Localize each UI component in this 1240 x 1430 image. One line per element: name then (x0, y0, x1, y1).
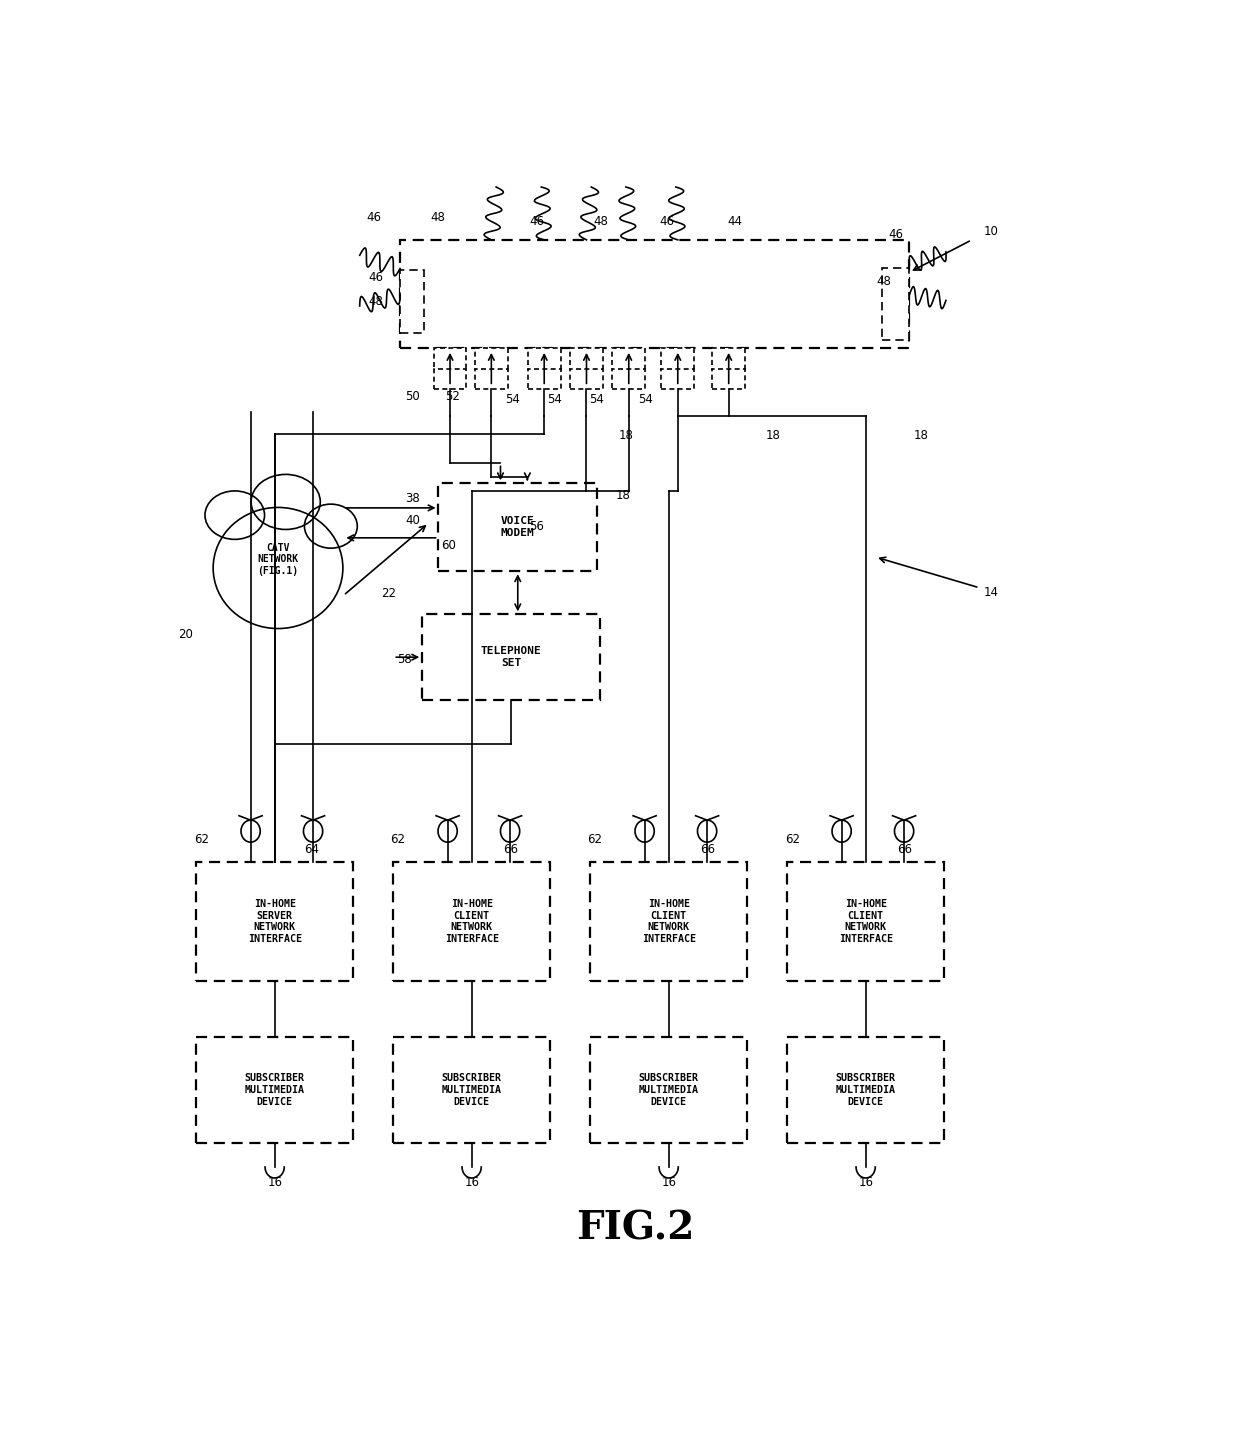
Text: 22: 22 (381, 586, 396, 599)
Text: 56: 56 (529, 519, 544, 532)
Bar (196, 1037, 353, 1143)
Text: SUBSCRIBER
MULTIMEDIA
DEVICE: SUBSCRIBER MULTIMEDIA DEVICE (639, 1074, 698, 1107)
Ellipse shape (250, 475, 320, 529)
Text: TELEPHONE
SET: TELEPHONE SET (481, 646, 542, 668)
Text: 18: 18 (765, 429, 780, 442)
Bar (434, 347, 466, 370)
Bar (196, 862, 353, 981)
Text: 46: 46 (888, 227, 904, 240)
Text: 62: 62 (389, 834, 404, 847)
Text: 40: 40 (405, 515, 420, 528)
Text: 10: 10 (983, 225, 998, 237)
Text: 48: 48 (368, 295, 383, 307)
Text: 58: 58 (398, 654, 412, 666)
Bar (613, 347, 645, 370)
Bar (712, 369, 745, 389)
Text: 64: 64 (304, 844, 319, 857)
Text: IN-HOME
SERVER
NETWORK
INTERFACE: IN-HOME SERVER NETWORK INTERFACE (248, 899, 301, 944)
Text: 18: 18 (914, 429, 929, 442)
Text: 16: 16 (662, 1175, 677, 1188)
Text: 16: 16 (268, 1175, 283, 1188)
Text: 66: 66 (503, 844, 518, 857)
Text: 66: 66 (701, 844, 715, 857)
Bar (570, 347, 603, 370)
Ellipse shape (305, 505, 357, 548)
Text: 16: 16 (858, 1175, 874, 1188)
Text: 66: 66 (897, 844, 913, 857)
Text: 18: 18 (615, 489, 630, 502)
Bar (401, 240, 909, 347)
Bar (570, 369, 603, 389)
Text: 48: 48 (430, 212, 445, 225)
Bar (475, 347, 507, 370)
Bar (439, 483, 596, 572)
Bar (712, 347, 745, 370)
Text: 52: 52 (445, 390, 460, 403)
Bar (528, 347, 560, 370)
Text: 62: 62 (785, 834, 800, 847)
Text: 54: 54 (637, 393, 652, 406)
Text: 14: 14 (983, 586, 998, 599)
Text: 48: 48 (875, 275, 890, 289)
Text: 62: 62 (587, 834, 601, 847)
Text: 44: 44 (727, 214, 742, 227)
Text: SUBSCRIBER
MULTIMEDIA
DEVICE: SUBSCRIBER MULTIMEDIA DEVICE (244, 1074, 305, 1107)
Text: CATV
NETWORK
(FIG.1): CATV NETWORK (FIG.1) (258, 542, 299, 576)
Bar (661, 369, 694, 389)
Text: 46: 46 (368, 270, 383, 283)
Bar (661, 347, 694, 370)
Text: 60: 60 (440, 539, 455, 552)
Bar (528, 369, 560, 389)
Text: 16: 16 (465, 1175, 480, 1188)
Bar (613, 369, 645, 389)
Text: FIG.2: FIG.2 (577, 1210, 694, 1247)
Text: 38: 38 (405, 492, 420, 505)
Bar (393, 1037, 551, 1143)
Text: 54: 54 (590, 393, 604, 406)
Text: 46: 46 (660, 214, 675, 227)
Text: IN-HOME
CLIENT
NETWORK
INTERFACE: IN-HOME CLIENT NETWORK INTERFACE (838, 899, 893, 944)
Bar (883, 269, 909, 340)
Bar (590, 1037, 746, 1143)
Text: VOICE
MODEM: VOICE MODEM (501, 516, 534, 538)
Text: IN-HOME
CLIENT
NETWORK
INTERFACE: IN-HOME CLIENT NETWORK INTERFACE (445, 899, 498, 944)
Text: 50: 50 (405, 390, 420, 403)
Bar (590, 862, 746, 981)
Text: 54: 54 (547, 393, 562, 406)
Text: 54: 54 (505, 393, 520, 406)
Text: SUBSCRIBER
MULTIMEDIA
DEVICE: SUBSCRIBER MULTIMEDIA DEVICE (441, 1074, 502, 1107)
Ellipse shape (213, 508, 343, 629)
Text: SUBSCRIBER
MULTIMEDIA
DEVICE: SUBSCRIBER MULTIMEDIA DEVICE (836, 1074, 895, 1107)
Text: 46: 46 (529, 214, 544, 227)
Bar (787, 862, 944, 981)
Text: 20: 20 (179, 628, 193, 641)
Bar (434, 369, 466, 389)
Bar (422, 615, 600, 701)
Bar (787, 1037, 944, 1143)
Ellipse shape (205, 490, 264, 539)
Text: 62: 62 (193, 834, 208, 847)
Text: IN-HOME
CLIENT
NETWORK
INTERFACE: IN-HOME CLIENT NETWORK INTERFACE (641, 899, 696, 944)
Text: 46: 46 (367, 212, 382, 225)
Text: 18: 18 (619, 429, 634, 442)
Bar (393, 862, 551, 981)
Text: 48: 48 (594, 214, 609, 227)
Bar (475, 369, 507, 389)
Bar (401, 270, 424, 333)
